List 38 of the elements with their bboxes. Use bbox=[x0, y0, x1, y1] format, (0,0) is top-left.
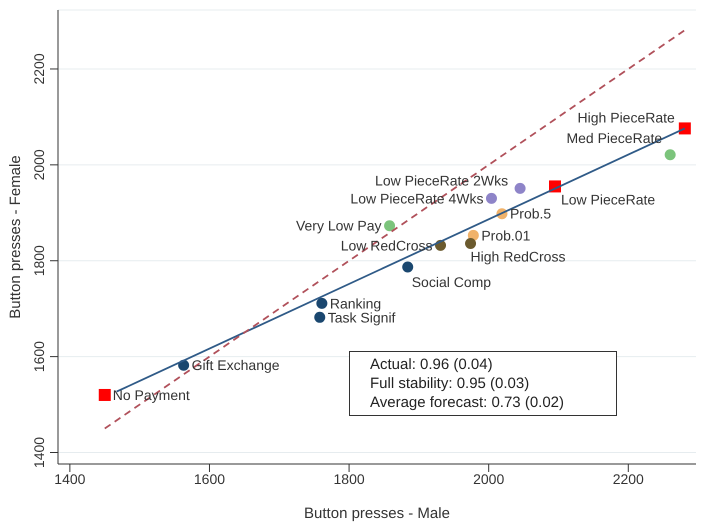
point bbox=[384, 220, 396, 232]
annotation: Social Comp bbox=[412, 274, 492, 290]
point bbox=[98, 388, 111, 401]
point bbox=[465, 238, 476, 249]
annotation: Prob.01 bbox=[481, 227, 531, 244]
annotation: High RedCross bbox=[470, 248, 566, 264]
annotation: High PieceRate bbox=[578, 109, 676, 126]
y-tick-label: 1800 bbox=[31, 244, 47, 276]
annotation: Med PieceRate bbox=[566, 130, 662, 146]
annotation: Prob.5 bbox=[510, 206, 552, 222]
x-tick-label: 1600 bbox=[194, 470, 226, 487]
point bbox=[664, 149, 676, 160]
annotation: Full stability: 0.95 (0.03) bbox=[370, 374, 530, 393]
note-box: Actual: 0.96 (0.04) Full stability: 0.95 (0.03) Average forecast: 0.73 (0.02) bbox=[349, 351, 617, 416]
annotation: Very Low Pay bbox=[296, 218, 382, 234]
annotation: Average forecast: 0.73 (0.02) bbox=[370, 393, 566, 412]
point bbox=[514, 182, 526, 194]
y-axis-title: Button presses - Female bbox=[7, 155, 24, 319]
point bbox=[678, 122, 691, 134]
x-tick-label: 2000 bbox=[473, 470, 504, 487]
x-tick-label: 1800 bbox=[334, 470, 365, 487]
annotation: Gift Exchange bbox=[192, 357, 280, 374]
y-tick-label: 1600 bbox=[31, 340, 47, 372]
annotation: Low PieceRate 2Wks bbox=[375, 172, 508, 188]
y-tick-label: 2200 bbox=[31, 53, 47, 85]
x-axis-title: Button presses - Male bbox=[304, 505, 450, 522]
y-tick-label: 2000 bbox=[31, 149, 47, 180]
annotation: Actual: 0.96 (0.04) bbox=[370, 355, 494, 374]
point bbox=[316, 298, 328, 309]
annotation: Ranking bbox=[330, 295, 382, 312]
x-tick-label: 2200 bbox=[612, 470, 644, 487]
x-tick-label: 1400 bbox=[54, 470, 86, 487]
point bbox=[486, 192, 497, 204]
point bbox=[314, 312, 326, 323]
annotation: Low PieceRate bbox=[561, 191, 656, 208]
annotation: Low PieceRate 4Wks bbox=[350, 190, 484, 206]
annotation: No Payment bbox=[112, 386, 190, 403]
point bbox=[402, 261, 414, 272]
